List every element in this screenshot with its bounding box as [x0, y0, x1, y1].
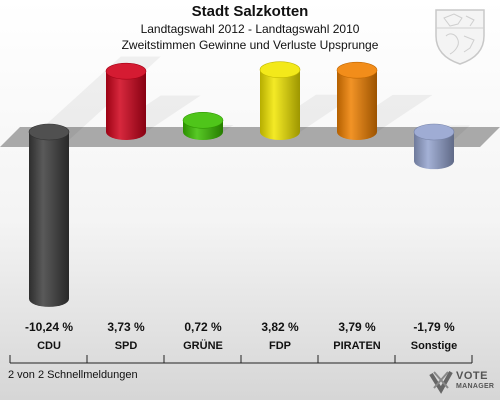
category-label: GRÜNE — [183, 339, 223, 352]
bar-spd — [105, 62, 201, 140]
vote-manager-logo: VOTE MANAGER — [428, 368, 498, 396]
chart-subtitle-2: Zweitstimmen Gewinne und Verluste Upspru… — [121, 38, 379, 52]
chart-category-axis: CDU SPD GRÜNE FDP PIRATEN Sonstige — [9, 339, 473, 364]
value-label: -1,79 % — [413, 320, 455, 334]
value-label: 3,79 % — [338, 320, 376, 334]
value-label: 0,72 % — [184, 320, 222, 334]
bar-fdp — [259, 61, 357, 140]
vote-manager-logo-icon — [429, 371, 453, 394]
chart-subtitle: Landtagswahl 2012 - Landtagswahl 2010 — [140, 22, 360, 36]
category-label: FDP — [269, 340, 291, 352]
value-label: 3,73 % — [107, 320, 145, 334]
category-label: SPD — [115, 340, 138, 352]
bar-piraten — [336, 61, 433, 140]
bar-grüne — [182, 111, 234, 140]
category-label: Sonstige — [411, 340, 457, 352]
value-label: 3,82 % — [261, 320, 299, 334]
crest-icon — [430, 6, 490, 66]
category-label: PIRATEN — [333, 340, 381, 352]
category-label: CDU — [37, 340, 61, 352]
chart-title: Stadt Salzkotten — [191, 3, 309, 20]
footer-status: 2 von 2 Schnellmeldungen — [8, 369, 138, 381]
bar-sonstige — [413, 123, 471, 170]
logo-line2: MANAGER — [456, 383, 495, 390]
logo-line1: VOTE — [456, 370, 488, 382]
chart-value-labels: -10,24 % 3,73 % 0,72 % 3,82 % 3,79 % -1,79 % — [25, 320, 455, 334]
chart-bars — [28, 56, 471, 307]
value-label: -10,24 % — [25, 320, 73, 334]
